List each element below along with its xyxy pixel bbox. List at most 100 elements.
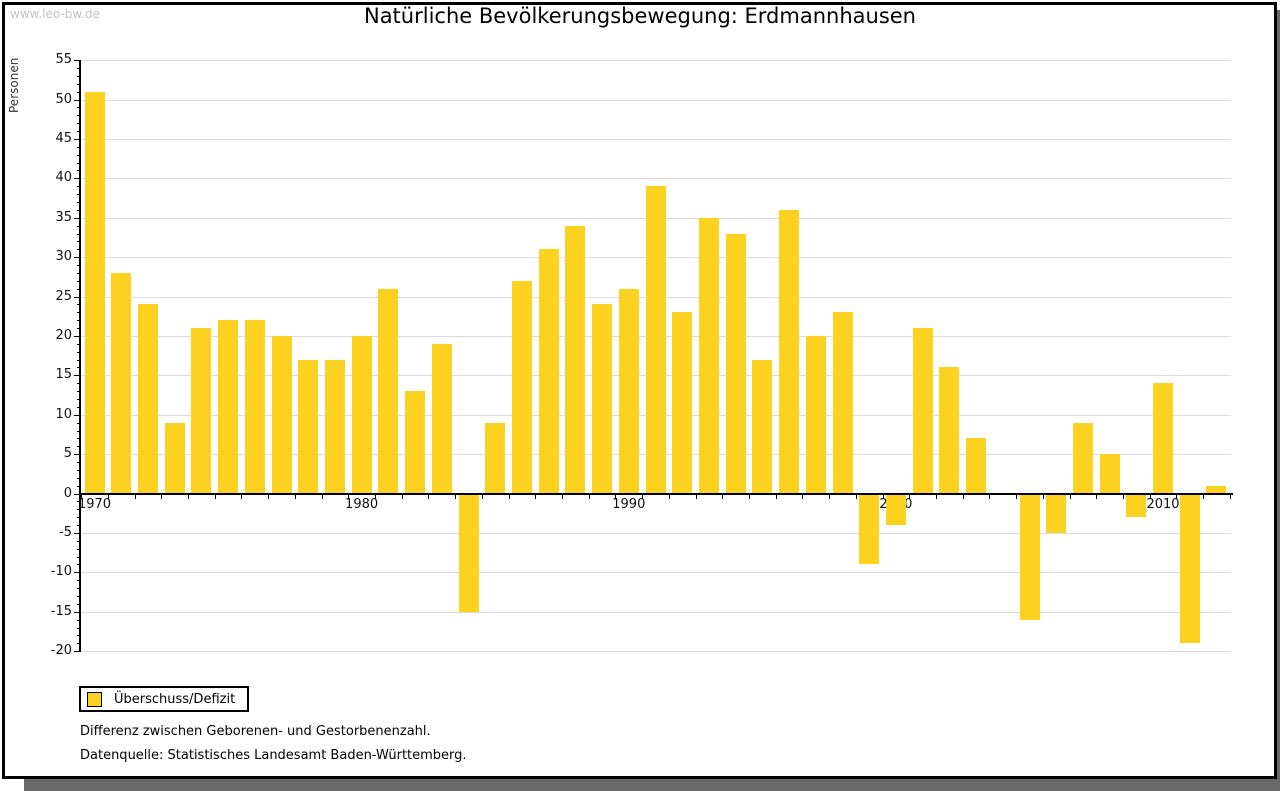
legend-box: Überschuss/Defizit — [79, 686, 249, 712]
y-minor-tick-1 — [77, 485, 80, 487]
x-tick-13 — [428, 494, 430, 499]
y-minor-tick-13 — [77, 391, 80, 393]
bar-1987 — [538, 249, 559, 494]
gridline--10 — [81, 572, 1231, 574]
bar-1993 — [698, 217, 719, 494]
y-minor-tick-23 — [77, 312, 80, 314]
gridline-50 — [81, 99, 1231, 101]
x-tick-2 — [134, 494, 136, 499]
bar-1994 — [725, 233, 746, 494]
x-tick-32 — [936, 494, 937, 499]
y-minor-tick--16 — [77, 619, 80, 621]
y-major-tick-50 — [74, 99, 80, 101]
x-tick-4 — [188, 494, 189, 499]
bar-2006 — [1046, 493, 1067, 533]
y-minor-tick-47 — [77, 123, 80, 125]
x-tick-43 — [1229, 494, 1231, 499]
x-tick-11 — [375, 494, 376, 499]
x-tick-6 — [241, 494, 243, 499]
y-tick-label-5: 5 — [63, 446, 72, 462]
y-minor-tick-14 — [77, 383, 80, 385]
bar-1985 — [485, 422, 506, 494]
y-minor-tick-39 — [77, 186, 80, 188]
x-tick-14 — [455, 494, 457, 499]
bar-1996 — [779, 209, 799, 494]
y-major-tick-10 — [74, 414, 80, 416]
y-tick-label--15: -15 — [50, 603, 72, 619]
y-tick-label-30: 30 — [55, 249, 72, 265]
x-tick-26 — [775, 494, 777, 499]
y-minor-tick-28 — [77, 272, 80, 274]
y-minor-tick--2 — [77, 509, 80, 511]
y-tick-label--10: -10 — [50, 564, 72, 580]
y-tick-label--5: -5 — [59, 524, 72, 540]
x-tick-label-1980: 1980 — [345, 497, 379, 512]
x-tick-15 — [481, 494, 483, 499]
y-major-tick-40 — [74, 178, 80, 180]
y-major-tick-45 — [74, 138, 80, 140]
y-tick-label-55: 55 — [55, 52, 72, 68]
x-tick-8 — [294, 494, 296, 499]
y-minor-tick--18 — [77, 635, 80, 637]
x-tick-37 — [1069, 494, 1071, 499]
y-minor-tick-21 — [77, 328, 80, 329]
x-tick-10 — [348, 494, 350, 499]
y-tick-label-45: 45 — [55, 130, 72, 146]
x-tick-0 — [81, 494, 83, 499]
y-minor-tick-8 — [77, 430, 80, 432]
y-minor-tick--14 — [77, 603, 80, 605]
y-minor-tick--11 — [77, 580, 80, 582]
y-major-tick--20 — [74, 651, 80, 653]
window-frame — [2, 2, 1277, 779]
y-minor-tick-31 — [77, 249, 80, 251]
gridline-55 — [81, 60, 1231, 62]
y-minor-tick-22 — [77, 320, 80, 322]
y-minor-tick-6 — [77, 446, 80, 448]
legend-label: Überschuss/Defizit — [114, 691, 236, 707]
bar-1997 — [805, 335, 826, 494]
y-tick-label-20: 20 — [55, 327, 72, 343]
y-minor-tick-54 — [77, 68, 80, 69]
bar-1970 — [84, 91, 105, 494]
bar-2000 — [885, 493, 906, 525]
x-tick-17 — [535, 494, 537, 499]
y-major-tick--15 — [74, 611, 80, 613]
bar-1986 — [511, 280, 532, 494]
y-minor-tick-19 — [77, 343, 80, 345]
y-minor-tick-3 — [77, 469, 80, 471]
bar-1975 — [218, 320, 239, 494]
x-tick-36 — [1042, 494, 1044, 499]
y-minor-tick-41 — [77, 170, 80, 172]
y-minor-tick--13 — [77, 595, 80, 597]
x-tick-20 — [615, 494, 617, 499]
x-tick-33 — [962, 494, 964, 499]
bar-1992 — [672, 312, 693, 494]
bar-1980 — [351, 335, 372, 494]
footnote-definition: Differenz zwischen Geborenen- und Gestor… — [80, 724, 431, 739]
x-tick-42 — [1203, 494, 1205, 499]
x-tick-23 — [695, 494, 697, 499]
bar-2009 — [1126, 493, 1147, 518]
bar-2007 — [1072, 422, 1093, 494]
x-tick-label-1990: 1990 — [612, 497, 646, 512]
bar-1971 — [111, 272, 132, 494]
y-minor-tick--1 — [77, 501, 80, 503]
y-minor-tick-49 — [77, 107, 80, 109]
x-tick-24 — [722, 494, 724, 499]
y-minor-tick--6 — [77, 540, 80, 542]
y-minor-tick-34 — [77, 225, 80, 227]
bar-2008 — [1099, 454, 1120, 494]
y-minor-tick-9 — [77, 422, 80, 424]
y-major-tick--5 — [74, 532, 80, 534]
bar-1978 — [298, 359, 319, 494]
y-major-tick-25 — [74, 296, 80, 298]
bar-1984 — [458, 493, 479, 612]
bar-2012 — [1206, 485, 1227, 494]
y-minor-tick--12 — [77, 588, 80, 590]
x-tick-40 — [1149, 494, 1151, 499]
y-minor-tick-29 — [77, 265, 80, 266]
bar-1981 — [378, 288, 399, 494]
x-tick-19 — [588, 494, 590, 499]
bar-2010 — [1153, 383, 1173, 494]
chart-title: Natürliche Bevölkerungsbewegung: Erdmann… — [363, 4, 916, 28]
